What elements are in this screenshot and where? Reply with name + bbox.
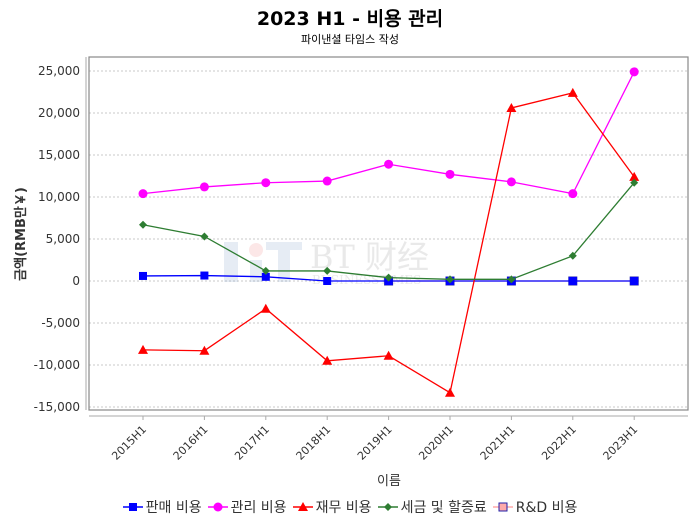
series-2 — [138, 87, 640, 397]
x-tick-label: 2021H1 — [478, 423, 518, 463]
series-3 — [139, 178, 639, 284]
x-axis-label: 이름 — [377, 474, 401, 489]
y-tick-label: 0 — [72, 274, 80, 288]
y-axis-label: 금액(RMB만￥) — [13, 187, 29, 281]
legend-item[interactable]: 세금 및 할증료 — [377, 497, 487, 517]
x-tick-label: 2020H1 — [416, 423, 456, 463]
y-tick-label: 5,000 — [46, 232, 80, 246]
chart-subtitle: 파이낸셜 타임스 작성 — [300, 33, 400, 46]
y-tick-label: 10,000 — [38, 190, 80, 204]
legend-item[interactable]: 관리 비용 — [207, 497, 287, 517]
series-1 — [138, 67, 639, 199]
x-tick-label: 2018H1 — [294, 423, 334, 463]
x-tick-label: 2022H1 — [539, 423, 579, 463]
circle-marker-icon — [207, 502, 228, 512]
diamond-marker-icon — [377, 503, 398, 511]
svg-text:BUSINESSTIMES: BUSINESSTIMES — [312, 273, 421, 287]
x-tick-label: 2019H1 — [355, 423, 395, 463]
x-tick-label: 2016H1 — [171, 423, 211, 463]
x-tick-label: 2017H1 — [232, 423, 272, 463]
chart-title: 2023 H1 - 비용 관리 — [256, 8, 444, 30]
legend-item[interactable]: 판매 비용 — [122, 497, 202, 517]
series-lines — [138, 67, 640, 397]
square-marker-icon — [492, 502, 513, 512]
square-marker-icon — [122, 503, 143, 511]
y-tick-label: -10,000 — [34, 358, 80, 372]
x-tick-label: 2015H1 — [109, 423, 149, 463]
y-axis-ticks: -15,000 -10,000 -5,000 0 5,000 10,000 15,000 20… — [34, 64, 80, 414]
chart-legend: 판매 비용 관리 비용 재무 비용 세금 및 할증료 R&D 비용 — [0, 497, 700, 517]
triangle-marker-icon — [292, 502, 313, 511]
y-tick-label: 20,000 — [38, 106, 80, 120]
legend-item[interactable]: R&D 비용 — [492, 497, 578, 517]
y-tick-label: 15,000 — [38, 148, 80, 162]
y-tick-label: 25,000 — [38, 64, 80, 78]
legend-label: 재무 비용 — [315, 500, 372, 516]
legend-label: R&D 비용 — [515, 500, 578, 516]
x-axis-ticks: 2015H1 2016H1 2017H1 2018H1 2019H1 2020H1 2021… — [109, 416, 640, 463]
y-tick-label: -5,000 — [41, 316, 80, 330]
y-tick-label: -15,000 — [34, 400, 80, 414]
x-tick-label: 2023H1 — [601, 423, 641, 463]
legend-label: 관리 비용 — [230, 500, 287, 516]
legend-item[interactable]: 재무 비용 — [292, 497, 372, 517]
legend-label: 판매 비용 — [145, 500, 202, 516]
plot-frame — [88, 56, 689, 411]
legend-label: 세금 및 할증료 — [400, 500, 487, 516]
